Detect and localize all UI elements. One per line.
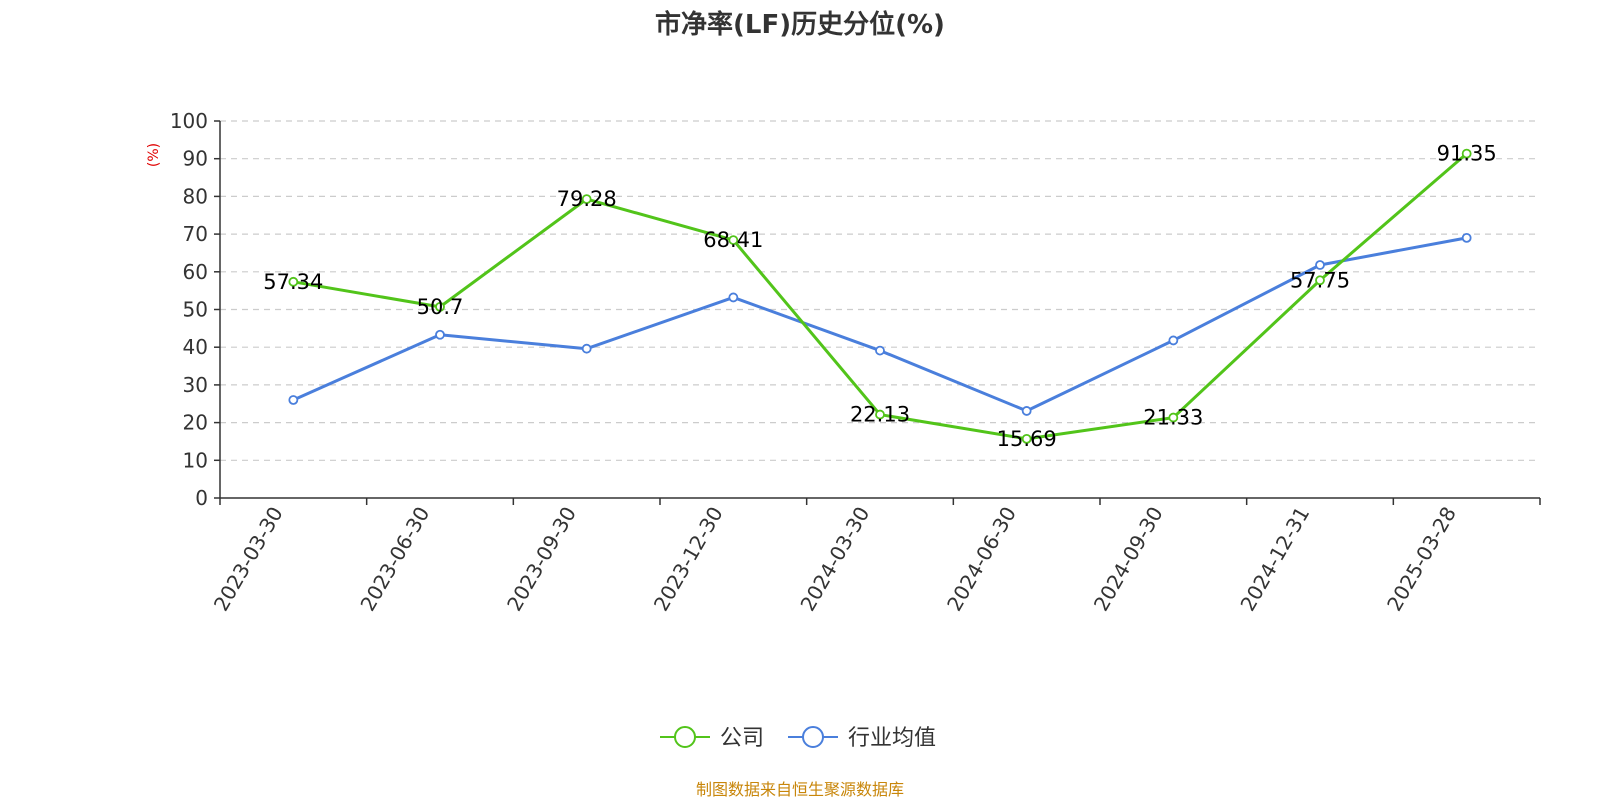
x-tick-label: 2024-12-31	[1235, 503, 1314, 616]
data-labels: 57.34 50.7 79.28 68.41 22.13 15.69 21.33 57.75 9…	[263, 142, 1496, 451]
y-tick-label: 10	[183, 448, 208, 472]
x-tick-label: 2024-09-30	[1089, 503, 1168, 616]
data-point	[581, 194, 592, 205]
data-label: 68.41	[703, 228, 763, 252]
y-tick-label: 90	[183, 147, 208, 171]
legend-label: 公司	[720, 726, 764, 751]
data-point	[288, 276, 299, 287]
series	[288, 148, 1472, 444]
x-tick-label: 2024-06-30	[942, 503, 1021, 616]
data-label: 22.13	[850, 403, 910, 427]
data-label: 50.7	[417, 295, 464, 319]
chart-title: 市净率(LF)历史分位(%)	[655, 9, 945, 40]
x-tick-label: 2023-09-30	[502, 503, 581, 616]
x-tick-label: 2023-06-30	[355, 503, 434, 616]
data-point	[1168, 335, 1179, 346]
y-tick-label: 100	[170, 109, 208, 133]
data-point	[1315, 275, 1325, 286]
y-tick-label: 20	[183, 411, 208, 435]
data-label: 15.69	[997, 427, 1057, 451]
data-point	[288, 395, 299, 405]
data-point	[875, 345, 885, 356]
data-point	[1461, 148, 1472, 159]
data-point	[875, 409, 885, 420]
data-point	[1021, 406, 1032, 416]
data-point	[728, 235, 739, 245]
grid	[220, 120, 1540, 461]
y-tick-label: 70	[183, 222, 208, 246]
source-note: 制图数据来自恒生聚源数据库	[696, 780, 904, 799]
x-tick-label: 2023-03-30	[209, 503, 288, 616]
data-point	[728, 292, 739, 303]
data-point	[1461, 232, 1472, 243]
legend-marker	[802, 726, 824, 748]
x-tick-label: 2025-03-28	[1382, 503, 1461, 616]
data-point	[581, 343, 592, 354]
data-point	[1315, 260, 1325, 270]
data-point	[1021, 433, 1032, 444]
x-tick-label: 2024-03-30	[795, 503, 874, 616]
data-point	[435, 301, 445, 312]
data-label: 21.33	[1143, 406, 1203, 430]
y-tick-label: 40	[183, 335, 208, 359]
y-tick-label: 0	[195, 486, 208, 510]
x-tick-label: 2023-12-30	[649, 503, 728, 616]
data-label: 79.28	[557, 187, 617, 211]
legend-marker	[674, 726, 696, 748]
data-point	[435, 329, 445, 340]
data-label: 57.34	[263, 270, 323, 294]
legend: 公司 行业均值	[660, 726, 936, 751]
y-tick-label: 60	[183, 260, 208, 284]
y-tick-label: 80	[183, 184, 208, 208]
data-point	[1168, 412, 1179, 423]
y-axis-label: (%)	[146, 143, 162, 167]
data-label: 57.75	[1290, 268, 1350, 292]
legend-label: 行业均值	[848, 726, 936, 751]
y-tick-label: 30	[183, 373, 208, 397]
data-label: 91.35	[1437, 142, 1497, 166]
y-tick-label: 50	[183, 298, 208, 322]
